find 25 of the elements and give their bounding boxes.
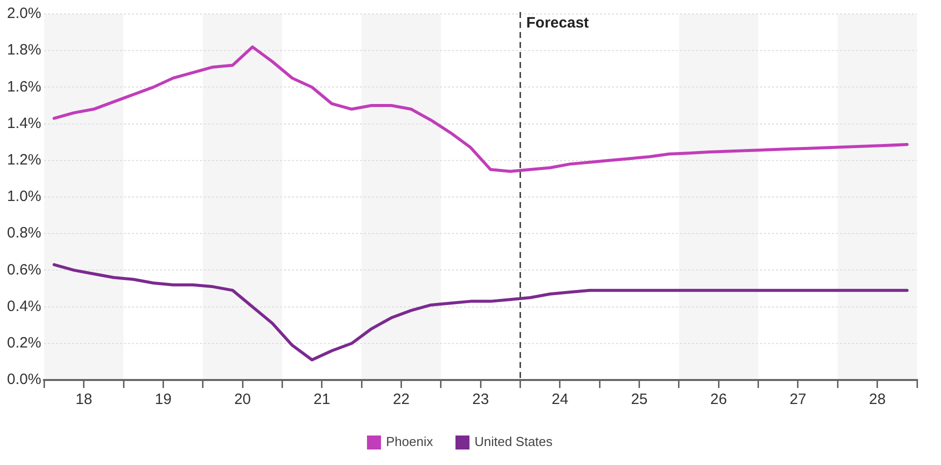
x-tick-label: 19 <box>154 391 172 408</box>
x-tick-label: 27 <box>790 391 806 408</box>
y-tick-label: 1.4% <box>6 114 42 132</box>
y-tick-label: 0.0% <box>6 371 42 388</box>
y-tick-label: 1.6% <box>6 78 42 96</box>
y-tick-label: 0.8% <box>6 224 42 242</box>
x-tick-label: 28 <box>868 391 886 408</box>
y-tick-label: 0.6% <box>6 261 42 278</box>
legend-label: United States <box>474 434 554 450</box>
y-tick-label: 0.4% <box>6 298 42 315</box>
y-tick-label: 1.2% <box>6 152 42 169</box>
y-tick-label: 0.2% <box>6 334 42 352</box>
x-tick-label: 18 <box>76 391 92 408</box>
x-tick-label: 24 <box>552 391 568 408</box>
y-tick-label: 1.0% <box>6 188 42 206</box>
x-tick-label: 21 <box>314 391 330 408</box>
x-tick-label: 22 <box>392 391 410 408</box>
y-tick-label: 1.8% <box>6 42 42 59</box>
x-tick-label: 23 <box>472 391 489 408</box>
y-tick-label: 2.0% <box>6 5 42 22</box>
ref-line-label: Forecast <box>526 14 589 32</box>
x-tick-label: 26 <box>710 391 727 408</box>
x-tick-label: 20 <box>234 391 251 408</box>
legend-label: Phoenix <box>386 434 434 450</box>
x-tick-label: 25 <box>630 391 648 408</box>
